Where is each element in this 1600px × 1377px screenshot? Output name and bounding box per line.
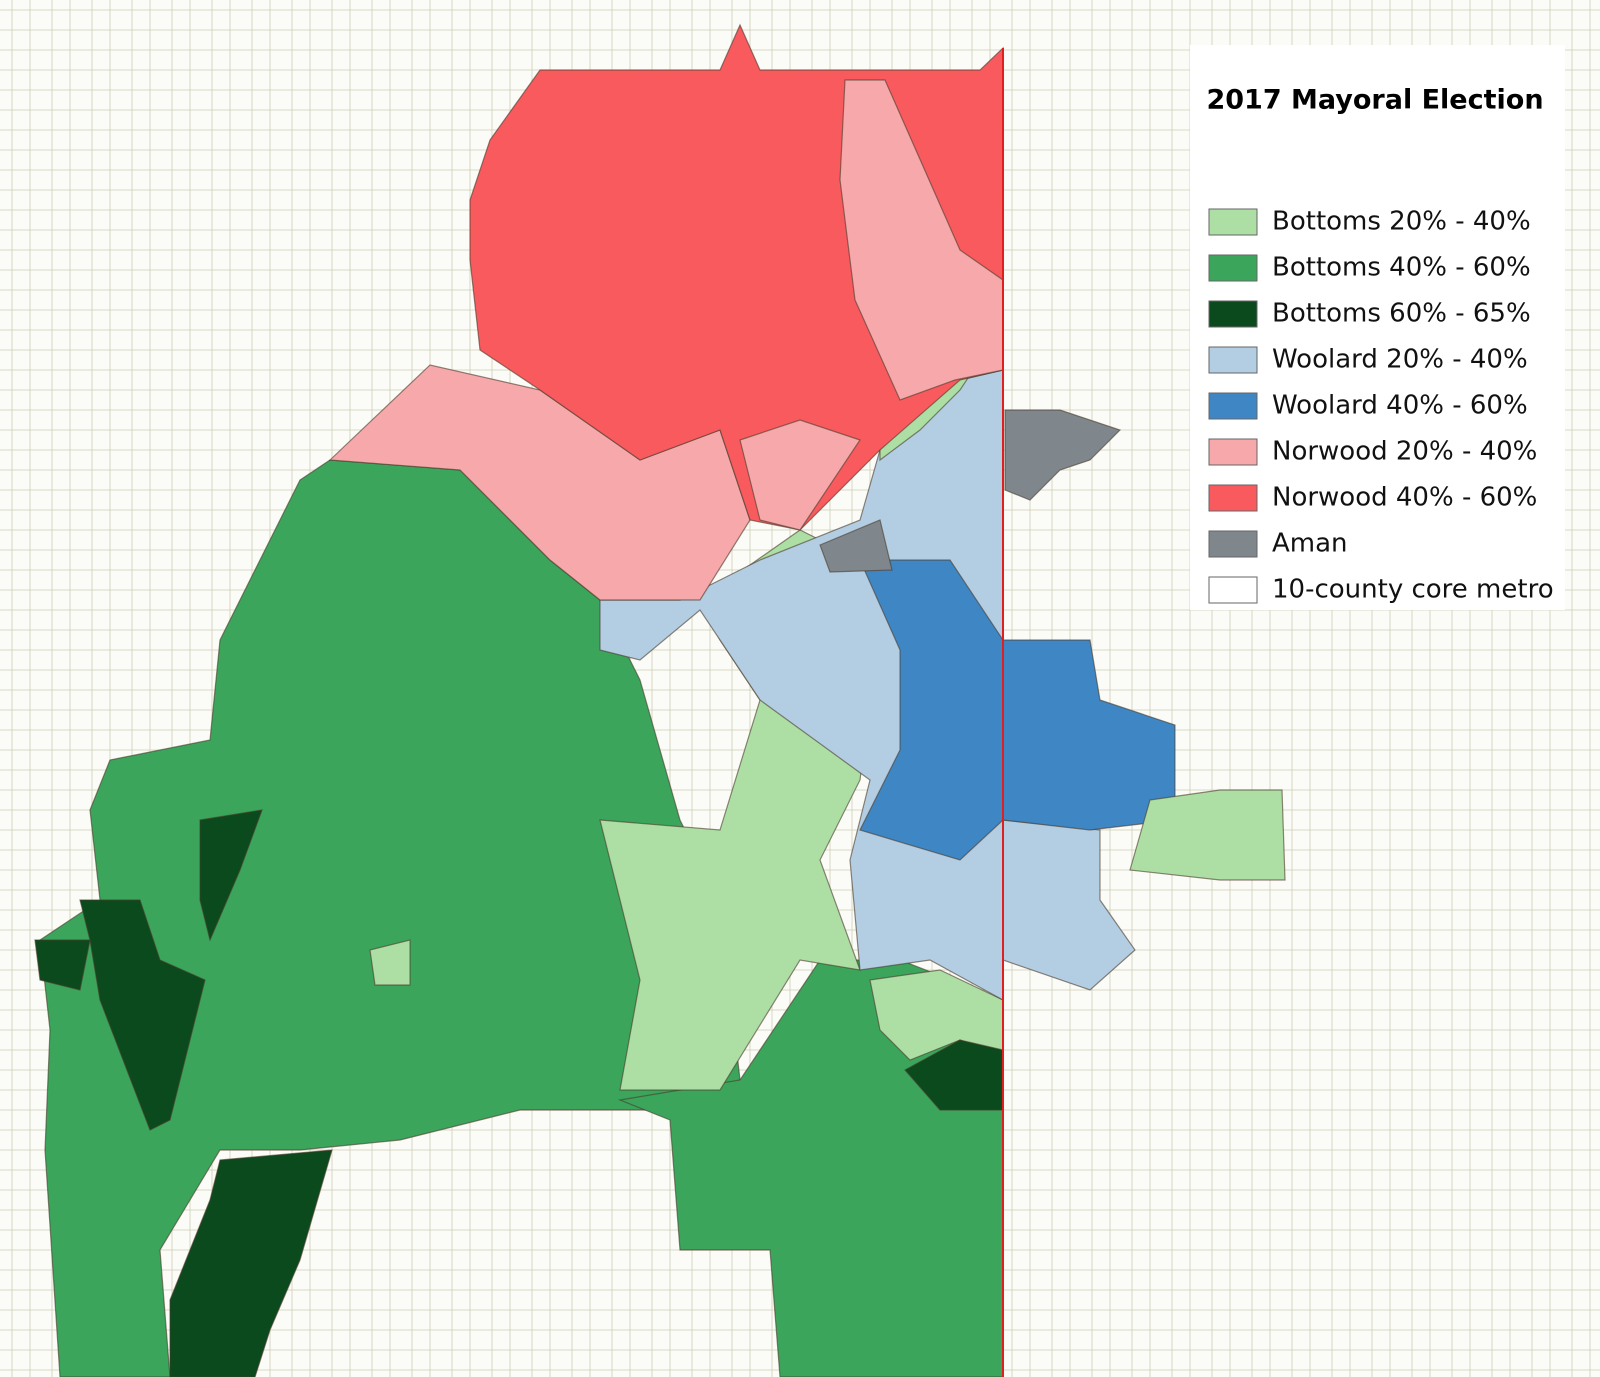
map-title: 2017 Mayoral Election xyxy=(1206,85,1543,116)
legend-swatch xyxy=(1208,484,1258,512)
precinct-area xyxy=(859,559,1176,861)
precinct-area xyxy=(819,519,893,573)
legend-label: Bottoms 60% - 65% xyxy=(1272,299,1531,329)
legend-label: Woolard 40% - 60% xyxy=(1272,391,1528,421)
legend-swatch xyxy=(1208,346,1258,374)
legend-label: Woolard 20% - 40% xyxy=(1272,345,1528,375)
legend-label: Norwood 20% - 40% xyxy=(1272,437,1537,467)
legend-swatch xyxy=(1208,392,1258,420)
legend-label: Bottoms 20% - 40% xyxy=(1272,207,1531,237)
precinct-area xyxy=(79,899,206,1131)
precinct-area xyxy=(34,939,91,991)
precinct-area xyxy=(617,959,1004,1377)
legend-swatch xyxy=(1208,530,1258,558)
legend-swatch xyxy=(1208,438,1258,466)
legend-swatch xyxy=(1208,576,1258,604)
legend-label: Norwood 40% - 60% xyxy=(1272,483,1537,513)
precinct-area xyxy=(369,939,411,986)
precincts xyxy=(34,23,1286,1377)
precinct-area xyxy=(739,419,861,531)
precinct-area xyxy=(1129,789,1286,881)
legend: 2017 Mayoral Election Bottoms 20% - 40%B… xyxy=(1190,45,1565,610)
precinct-area xyxy=(1004,409,1122,501)
precinct-area xyxy=(839,79,1004,401)
legend-swatch xyxy=(1208,254,1258,282)
legend-swatch xyxy=(1208,300,1258,328)
legend-swatch xyxy=(1208,208,1258,236)
legend-items: Bottoms 20% - 40% Bottoms 40% - 60% Bottom… xyxy=(1208,207,1554,605)
legend-label: Aman xyxy=(1272,529,1348,559)
legend-label: 10-county core metro xyxy=(1272,575,1554,605)
precinct-area xyxy=(199,809,263,942)
precinct-area xyxy=(169,1149,333,1377)
legend-label: Bottoms 40% - 60% xyxy=(1272,253,1531,283)
